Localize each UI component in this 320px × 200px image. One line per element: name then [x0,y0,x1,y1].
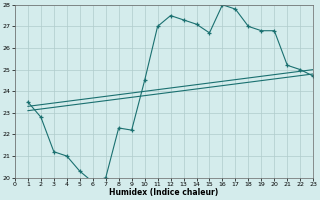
X-axis label: Humidex (Indice chaleur): Humidex (Indice chaleur) [109,188,219,197]
